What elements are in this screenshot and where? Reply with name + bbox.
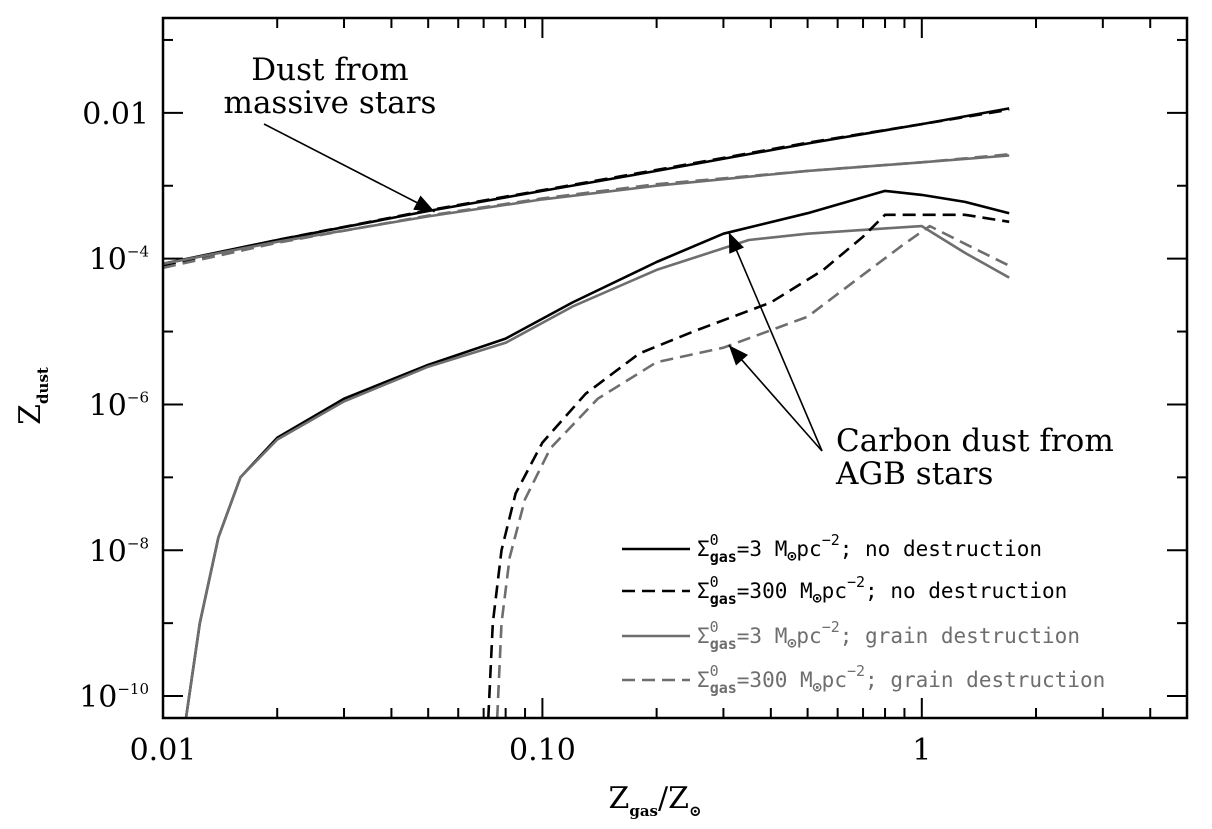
legend-exp: −2 xyxy=(847,662,865,680)
legend-value: =3 M xyxy=(737,624,788,648)
y-tick-label: 0.01 xyxy=(82,97,149,132)
series-layer xyxy=(162,107,1010,719)
legend-symbol: Σ xyxy=(697,668,710,692)
y-tick-label-exponent: −10 xyxy=(117,680,149,698)
legend-unit: pc xyxy=(822,668,847,692)
x-axis-title-mid: /Z xyxy=(658,781,689,816)
series-line-agb-gray-solid xyxy=(184,224,1010,719)
legend-exp: −2 xyxy=(847,573,865,591)
legend-tail: ; no destruction xyxy=(865,579,1067,603)
legend-exp: −2 xyxy=(822,531,840,549)
annotation-line: Dust from xyxy=(251,52,408,88)
annotation-arrow-line xyxy=(263,123,436,213)
legend-sup: 0 xyxy=(710,573,719,591)
annotation-arrow-line xyxy=(728,231,823,452)
legend-label: Σ0 gas=3 M⊙pc−2; grain destruction xyxy=(697,618,1080,653)
legend-symbol: Σ xyxy=(697,624,710,648)
y-tick-label-base: 0.01 xyxy=(82,97,149,132)
x-axis-title-main: Z xyxy=(608,781,629,816)
y-tick-label-base: 10 xyxy=(89,243,127,278)
y-tick-label: 10−8 xyxy=(89,534,149,569)
annotation-layer: Dust from massive stars Carbon dust from AG… xyxy=(224,52,1114,492)
y-tick-label-base: 10 xyxy=(89,534,127,569)
annotation-arrow-line xyxy=(728,344,823,452)
axis-ticks xyxy=(162,18,1188,718)
legend-sub: gas xyxy=(710,590,737,608)
legend-sun: ⊙ xyxy=(813,678,822,696)
y-axis-title-main: Z xyxy=(13,404,48,425)
legend-sun: ⊙ xyxy=(787,547,796,565)
legend-symbol: Σ xyxy=(697,537,710,561)
legend-sub: gas xyxy=(710,679,737,697)
legend-tail: ; no destruction xyxy=(840,537,1042,561)
x-tick-label: 1 xyxy=(912,733,931,768)
annotation-arrowhead xyxy=(728,345,748,366)
series-line-massive-stars-gray-dashed xyxy=(162,153,1010,270)
x-tick-label: 0.01 xyxy=(130,733,197,768)
legend-sun: ⊙ xyxy=(813,589,822,607)
annotation-text: Dust from massive stars xyxy=(224,52,437,121)
legend-label: Σ0 gas=300 M⊙pc−2; no destruction xyxy=(697,573,1067,608)
legend-exp: −2 xyxy=(822,618,840,636)
y-axis-title: Zdust xyxy=(13,367,52,425)
annotation-arrowhead xyxy=(728,232,744,254)
y-tick-label-exponent: −6 xyxy=(127,388,149,406)
series-line-agb-gray-dashed xyxy=(495,224,1010,719)
y-tick-label: 10−4 xyxy=(89,243,149,278)
legend-sup: 0 xyxy=(710,618,719,636)
legend-unit: pc xyxy=(822,579,847,603)
annotation-arrowhead xyxy=(413,195,435,212)
y-tick-label: 10−6 xyxy=(89,388,149,423)
y-tick-label-base: 10 xyxy=(89,388,127,423)
x-tick-label: 0.10 xyxy=(509,733,576,768)
plot-frame xyxy=(161,16,1189,720)
legend-tail: ; grain destruction xyxy=(865,668,1105,692)
y-tick-label-base: 10 xyxy=(79,680,117,715)
x-axis-title-sub1: gas xyxy=(629,802,658,820)
legend-sub: gas xyxy=(710,635,737,653)
annotation-line: AGB stars xyxy=(835,456,993,492)
legend-label: Σ0 gas=3 M⊙pc−2; no destruction xyxy=(697,531,1042,566)
annotation-line: massive stars xyxy=(224,85,437,121)
x-tick-labels: 0.01 0.10 1 xyxy=(130,733,932,768)
legend-unit: pc xyxy=(796,537,821,561)
annotation-line: Carbon dust from xyxy=(836,423,1114,459)
legend-tail: ; grain destruction xyxy=(840,624,1080,648)
legend-label: Σ0 gas=300 M⊙pc−2; grain destruction xyxy=(697,662,1105,697)
y-tick-label: 10−10 xyxy=(79,680,149,715)
y-tick-label-exponent: −8 xyxy=(127,534,149,552)
y-axis-title-sub: dust xyxy=(34,367,52,404)
legend-sun: ⊙ xyxy=(787,634,796,652)
legend-value: =300 M xyxy=(737,579,813,603)
legend-unit: pc xyxy=(796,624,821,648)
x-axis-title: Zgas/Z⊙ xyxy=(608,781,701,820)
legend-value: =3 M xyxy=(737,537,788,561)
legend-symbol: Σ xyxy=(697,579,710,603)
y-tick-label-exponent: −4 xyxy=(127,243,149,261)
legend-sub: gas xyxy=(710,548,737,566)
legend-sup: 0 xyxy=(710,662,719,680)
legend-value: =300 M xyxy=(737,668,813,692)
series-line-agb-black-dashed xyxy=(487,213,1010,719)
series-line-massive-stars-black-dashed xyxy=(162,108,1010,267)
legend-sup: 0 xyxy=(710,531,719,549)
annotation-text: Carbon dust from AGB stars xyxy=(835,423,1114,492)
x-axis-title-sub2: ⊙ xyxy=(689,802,702,820)
